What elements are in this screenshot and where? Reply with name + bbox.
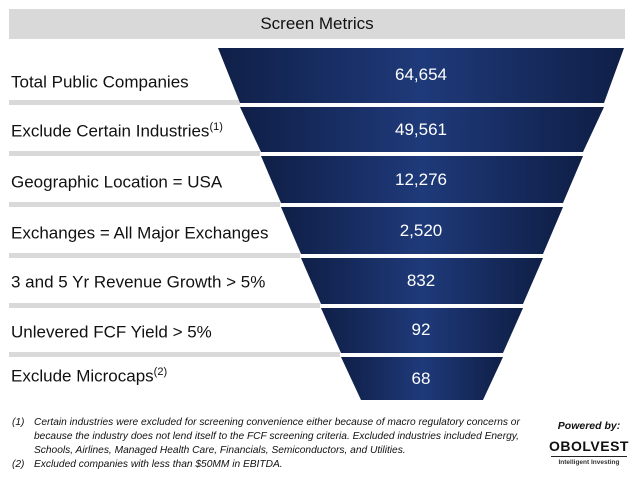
funnel-value: 2,520 <box>399 221 443 240</box>
brand-tagline: Intelligent Investing <box>558 459 620 466</box>
row-label-revenue-growth: 3 and 5 Yr Revenue Growth > 5% <box>11 272 266 292</box>
brand-divider <box>551 456 627 457</box>
row-bar <box>9 100 240 105</box>
footnote: (1) Certain industries were excluded for… <box>12 416 542 458</box>
row-label-exclude-certain-industries: Exclude Certain Industries(1) <box>11 121 223 141</box>
footnote-number: (2) <box>12 459 25 470</box>
row-bar <box>9 253 300 258</box>
funnel-value: 64,654 <box>395 65 447 84</box>
footnote-number: (1) <box>12 417 25 428</box>
footnote-text: Excluded companies with less than $50MM … <box>34 459 283 470</box>
footnote: (2) Excluded companies with less than $5… <box>12 458 542 472</box>
row-label-geographic-location: Geographic Location = USA <box>11 172 223 192</box>
funnel-value: 12,276 <box>395 170 447 189</box>
brand-block: Powered by: OBOLVEST Intelligent Investi… <box>549 420 629 466</box>
page-title: Screen Metrics <box>9 9 625 39</box>
footnote-text: Certain industries were excluded for scr… <box>34 417 520 456</box>
funnel-value: 832 <box>406 271 436 290</box>
row-label-exchanges: Exchanges = All Major Exchanges <box>11 223 269 243</box>
row-label-total-public-companies: Total Public Companies <box>11 72 189 92</box>
row-bar <box>9 303 320 308</box>
funnel-segment <box>301 258 543 304</box>
funnel-segment <box>341 357 503 400</box>
funnel-value: 92 <box>411 320 431 339</box>
row-bar <box>9 202 280 207</box>
funnel-segment <box>240 107 604 152</box>
funnel-value: 49,561 <box>395 120 447 139</box>
footnotes: (1) Certain industries were excluded for… <box>12 416 542 472</box>
brand-logo: OBOLVEST <box>549 438 629 454</box>
funnel-segment <box>281 207 563 254</box>
funnel-segment <box>218 48 624 103</box>
powered-by-label: Powered by: <box>557 420 621 432</box>
row-bar <box>9 151 260 156</box>
row-bar <box>9 352 340 357</box>
row-label-exclude-microcaps: Exclude Microcaps(2) <box>11 366 168 386</box>
row-label-fcf-yield: Unlevered FCF Yield > 5% <box>11 322 212 342</box>
funnel-segment <box>321 308 523 353</box>
funnel-value: 68 <box>411 369 431 388</box>
funnel-segment <box>261 156 583 203</box>
